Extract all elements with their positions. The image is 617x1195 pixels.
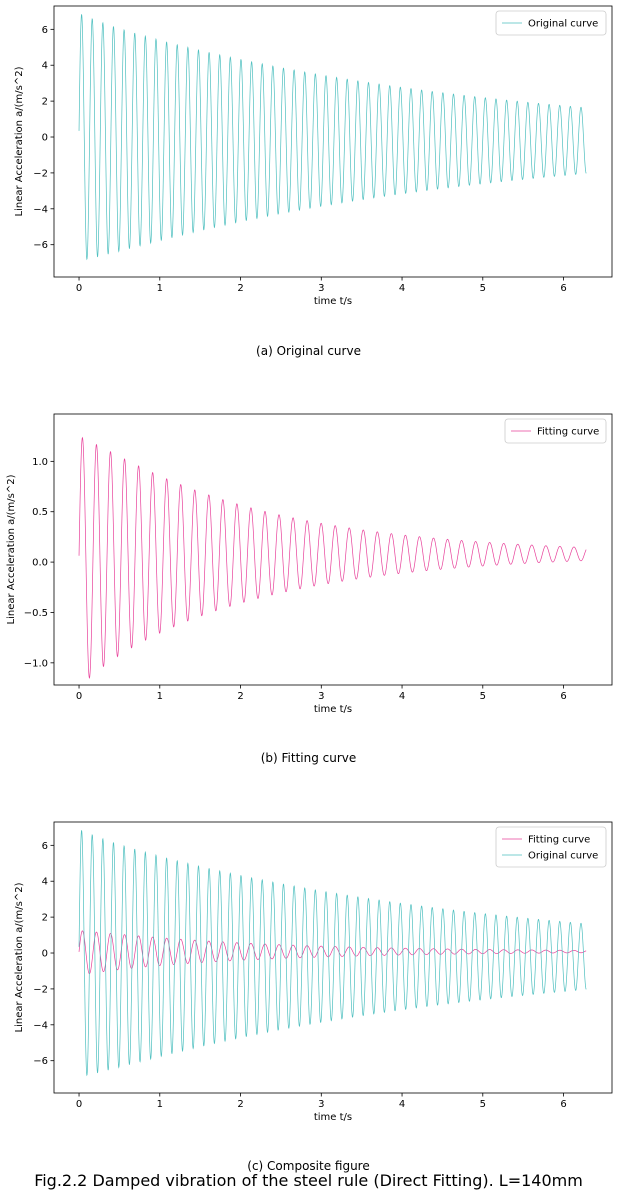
- y-tick-label: 2: [42, 913, 48, 924]
- y-tick-label: −2: [33, 168, 48, 179]
- x-axis-label: time t/s: [314, 1112, 352, 1123]
- caption-fitting: (b) Fitting curve: [260, 751, 357, 765]
- x-tick-label: 1: [157, 691, 163, 702]
- series-line-fitting-curve: [78, 436, 587, 679]
- x-axis-label: time t/s: [314, 704, 352, 715]
- plot-frame: [53, 821, 613, 1094]
- x-tick-label: 0: [76, 691, 82, 702]
- legend-box: [495, 10, 607, 36]
- y-tick-label: 6: [42, 25, 48, 36]
- x-axis-label: time t/s: [314, 296, 352, 307]
- x-tick-label: 1: [157, 283, 163, 294]
- y-tick-label: 2: [42, 97, 48, 108]
- figure-title: Fig.2.2 Damped vibration of the steel ru…: [34, 1171, 583, 1190]
- chart-panel-composite: 0 1 2 3 4 5 6 −6 −4 −2 0 2 4 6 time t/s Linear Accelera…: [14, 821, 613, 1123]
- legend-box: [495, 826, 607, 868]
- legend-label: Original curve: [528, 851, 598, 862]
- y-tick-label: 6: [42, 841, 48, 852]
- y-tick-label: −6: [33, 1056, 48, 1067]
- y-tick-label: 4: [42, 877, 48, 888]
- x-tick-label: 2: [237, 283, 243, 294]
- legend: Original curve: [495, 10, 607, 36]
- chart-panel-fitting: 0 1 2 3 4 5 6 −1.0 −0.5 0.0 0.5 1.0 time t/s Linear A…: [6, 413, 613, 715]
- y-tick-label: −6: [33, 240, 48, 251]
- plot-frame: [53, 413, 613, 686]
- y-tick-label: 0: [42, 133, 48, 144]
- legend: Fitting curve: [504, 418, 607, 444]
- x-tick-label: 1: [157, 1099, 163, 1110]
- caption-original: (a) Original curve: [256, 344, 361, 358]
- y-tick-label: 1.0: [32, 457, 48, 468]
- x-tick-label: 3: [318, 1099, 324, 1110]
- legend: Fitting curve Original curve: [495, 826, 607, 868]
- legend-box: [504, 418, 607, 444]
- x-tick-label: 6: [560, 691, 566, 702]
- y-axis-label: Linear Acceleration a/(m/s^2): [14, 882, 25, 1032]
- legend-label: Fitting curve: [537, 427, 599, 438]
- x-tick-label: 5: [480, 283, 486, 294]
- y-tick-label: 0.5: [32, 507, 48, 518]
- series-line-fitting-curve: [78, 930, 587, 975]
- x-tick-label: 3: [318, 691, 324, 702]
- x-tick-label: 4: [399, 283, 405, 294]
- y-axis-label: Linear Acceleration a/(m/s^2): [14, 66, 25, 216]
- x-tick-label: 6: [560, 1099, 566, 1110]
- y-axis-label: Linear Acceleration a/(m/s^2): [6, 474, 17, 624]
- y-tick-label: −2: [33, 984, 48, 995]
- caption-composite: (c) Composite figure: [247, 1159, 370, 1173]
- y-tick-label: −4: [33, 204, 48, 215]
- y-tick-label: −0.5: [24, 608, 48, 619]
- y-tick-label: 4: [42, 61, 48, 72]
- x-tick-label: 2: [237, 1099, 243, 1110]
- series-line-original-curve: [78, 830, 587, 1077]
- y-tick-label: −4: [33, 1020, 48, 1031]
- y-tick-label: 0.0: [32, 558, 48, 569]
- x-tick-label: 4: [399, 691, 405, 702]
- x-tick-label: 6: [560, 283, 566, 294]
- x-tick-label: 3: [318, 283, 324, 294]
- x-tick-label: 4: [399, 1099, 405, 1110]
- x-tick-label: 0: [76, 283, 82, 294]
- y-tick-label: 0: [42, 949, 48, 960]
- plot-frame: [53, 5, 613, 278]
- legend-label: Fitting curve: [528, 835, 590, 846]
- legend-label: Original curve: [528, 19, 598, 30]
- y-tick-label: −1.0: [24, 658, 48, 669]
- x-tick-label: 5: [480, 691, 486, 702]
- series-line-original-curve: [78, 14, 587, 261]
- chart-panel-original: 0 1 2 3 4 5 6 −6 −4 −2 0 2 4 6 time t/s Linear Accelera…: [14, 5, 613, 307]
- x-tick-label: 0: [76, 1099, 82, 1110]
- x-tick-label: 2: [237, 691, 243, 702]
- x-tick-label: 5: [480, 1099, 486, 1110]
